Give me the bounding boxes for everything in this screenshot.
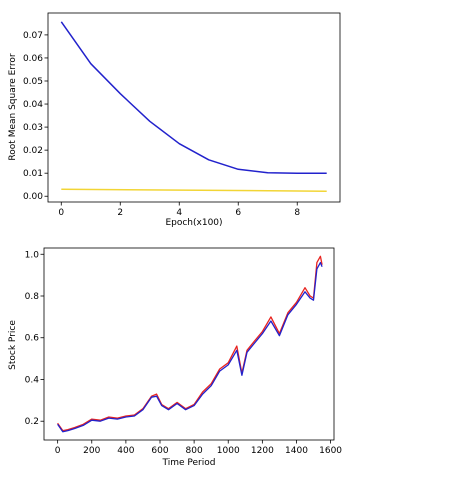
bottom-y-axis-label: Stock Price <box>8 320 18 370</box>
top-x-tick-label: 6 <box>235 208 241 218</box>
bottom-x-ticks: 0 200 400 600 800 1000 1200 1400 1600 <box>55 440 342 456</box>
top-y-ticks: 0.00 0.01 0.02 0.03 0.04 0.05 0.06 0.07 <box>23 31 48 202</box>
top-y-tick-label: 0.00 <box>23 192 43 202</box>
top-x-tick-label: 2 <box>117 208 123 218</box>
top-series-line-1 <box>60 21 327 174</box>
top-x-tick-label: 8 <box>294 208 300 218</box>
top-y-tick-label: 0.01 <box>23 169 43 179</box>
bottom-y-tick-label: 0.4 <box>25 375 40 385</box>
bottom-x-tick-label: 600 <box>151 446 168 456</box>
bottom-y-ticks: 0.2 0.4 0.6 0.8 1.0 <box>25 250 44 427</box>
top-series <box>60 21 327 192</box>
bottom-x-tick-label: 200 <box>83 446 100 456</box>
top-y-tick-label: 0.03 <box>23 123 43 133</box>
top-x-axis-label: Epoch(x100) <box>165 218 222 228</box>
bottom-y-tick-label: 0.8 <box>25 292 40 302</box>
top-y-tick-label: 0.04 <box>23 100 43 110</box>
bottom-plot-frame <box>43 247 335 441</box>
bottom-series-line-2 <box>57 261 323 433</box>
top-y-tick-label: 0.05 <box>23 77 43 87</box>
top-y-tick-label: 0.06 <box>23 54 43 64</box>
top-x-ticks: 0 2 4 6 8 <box>58 202 300 218</box>
top-y-tick-label: 0.02 <box>23 146 43 156</box>
bottom-series-line-1 <box>57 255 323 432</box>
top-series-line-2 <box>61 188 327 192</box>
bottom-series <box>57 255 323 433</box>
bottom-chart: 0 200 400 600 800 1000 1200 1400 1600 0.20.40.60… <box>8 247 342 468</box>
bottom-x-tick-label: 400 <box>117 446 134 456</box>
bottom-y-tick-label: 0.6 <box>25 334 40 344</box>
bottom-x-tick-label: 1200 <box>251 446 274 456</box>
bottom-x-axis-label: Time Period <box>162 458 216 468</box>
bottom-y-tick-label: 0.2 <box>25 417 39 427</box>
top-chart: 0 2 4 6 8 0.00 0.01 0.02 0.03 0.04 0.05 0.06 0.07 E… <box>8 12 341 228</box>
top-y-axis-label: Root Mean Square Error <box>8 53 18 160</box>
bottom-x-tick-label: 1600 <box>319 446 342 456</box>
bottom-x-tick-label: 1400 <box>285 446 308 456</box>
top-y-tick-label: 0.07 <box>23 31 43 41</box>
top-x-tick-label: 0 <box>58 208 64 218</box>
bottom-y-tick-label: 1.0 <box>25 250 40 260</box>
top-x-tick-label: 4 <box>176 208 182 218</box>
bottom-x-tick-label: 1000 <box>217 446 240 456</box>
bottom-x-tick-label: 0 <box>55 446 61 456</box>
bottom-x-tick-label: 800 <box>186 446 203 456</box>
top-plot-frame <box>47 12 341 203</box>
